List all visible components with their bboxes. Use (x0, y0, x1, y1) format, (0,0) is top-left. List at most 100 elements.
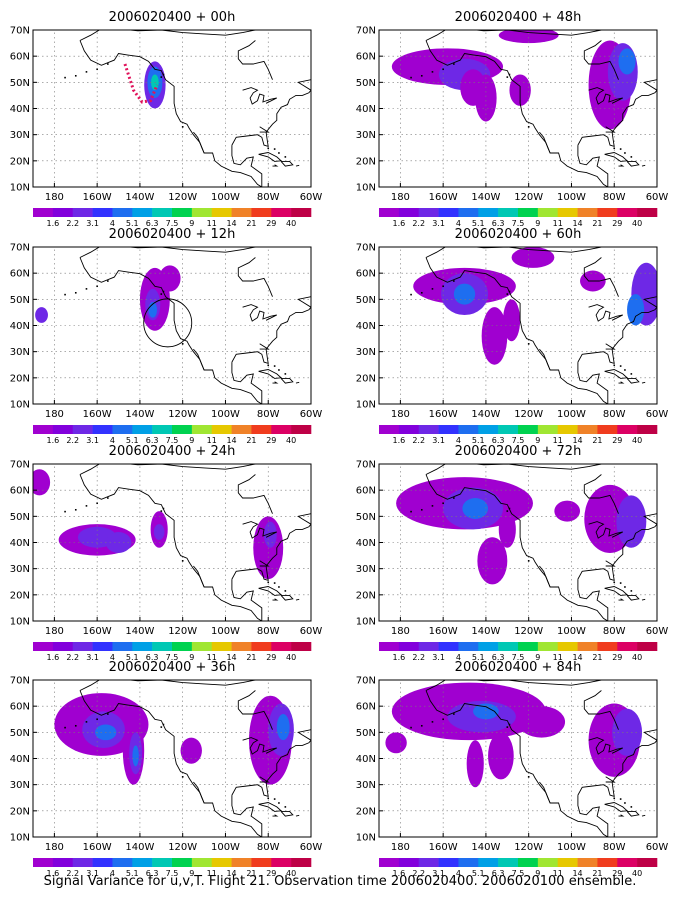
lon-tick-label: 80W (603, 842, 626, 853)
colorbar: 1.6 2.2 3.1 4 5.1 6.3 7.5 9 11 14 21 29 40 (33, 642, 312, 662)
colorbar-swatch (72, 208, 93, 217)
coastline (231, 795, 263, 837)
island (267, 147, 270, 150)
coastline (258, 802, 283, 812)
map-panel-1: 2006020400 + 48h 10N 20N 30N 40N 50N 60N 70N 180… (356, 10, 669, 228)
island (74, 724, 77, 727)
island (442, 68, 444, 71)
lat-tick-label: 50N (10, 512, 30, 523)
lat-tick-label: 20N (10, 590, 30, 601)
colorbar: 1.6 2.2 3.1 4 5.1 6.3 7.5 9 11 14 21 29 40 (379, 425, 658, 445)
colorbar-label: 2.2 (66, 869, 79, 878)
map-panel-3: 2006020400 + 60h 10N 20N 30N 40N 50N 60N 70N 180… (356, 227, 669, 445)
island (267, 797, 270, 800)
colorbar-swatch (132, 425, 153, 434)
island (85, 721, 88, 723)
map-panel-0: 2006020400 + 00h 10N 20N 30N 40N 50N 60N 70N 180… (10, 10, 323, 228)
colorbar-swatch (458, 858, 479, 867)
island (273, 798, 276, 800)
coastline (577, 513, 657, 582)
colorbar-swatch (379, 425, 400, 434)
variance-contour (276, 714, 290, 741)
lon-tick-label: 180 (45, 192, 64, 203)
colorbar-label: 7.5 (166, 653, 179, 662)
lat-tick-label: 60N (10, 702, 30, 713)
colorbar-swatch (398, 425, 420, 434)
lat-tick-label: 70N (10, 676, 30, 687)
colorbar-label: 40 (286, 219, 296, 228)
island (267, 364, 270, 367)
colorbar-label: 11 (553, 436, 563, 445)
lat-tick-label: 10N (356, 183, 376, 194)
colorbar-label: 1.6 (392, 436, 405, 445)
coastline (605, 776, 616, 783)
coastline (539, 781, 551, 804)
coastline (237, 40, 273, 80)
colorbar-swatch (231, 642, 252, 651)
lon-tick-label: 120W (168, 192, 197, 203)
variance-contour (385, 732, 407, 754)
coastline (272, 381, 279, 384)
lon-tick-label: 80W (257, 842, 280, 853)
colorbar-label: 11 (553, 869, 563, 878)
lon-tick-label: 140W (471, 842, 500, 853)
lon-tick-label: 60W (646, 192, 669, 203)
lon-tick-label: 180 (45, 842, 64, 853)
lat-tick-label: 20N (356, 373, 376, 384)
lon-tick-label: 100W (557, 409, 586, 420)
coastline (237, 474, 273, 514)
variance-contour (159, 265, 181, 292)
colorbar-swatch (478, 425, 499, 434)
lat-tick-label: 10N (10, 617, 30, 628)
colorbar-swatch (418, 858, 439, 867)
island (630, 373, 633, 375)
island (181, 126, 184, 128)
colorbar-label: 11 (207, 219, 217, 228)
colorbar-label: 7.5 (512, 869, 525, 878)
lon-tick-label: 120W (514, 192, 543, 203)
lat-tick-label: 20N (356, 806, 376, 817)
island (624, 802, 626, 804)
colorbar-label: 21 (246, 869, 256, 878)
lon-tick-label: 140W (125, 409, 154, 420)
lon-tick-label: 120W (168, 409, 197, 420)
coastline (425, 474, 609, 621)
lat-tick-label: 10N (10, 400, 30, 411)
island (96, 502, 98, 505)
lon-tick-label: 100W (211, 842, 240, 853)
colorbar-label: 6.3 (146, 653, 159, 662)
lat-tick-label: 60N (356, 486, 376, 497)
island (508, 290, 511, 293)
colorbar-swatch (291, 858, 312, 867)
coastline (588, 737, 624, 755)
coastline (193, 348, 205, 371)
lon-tick-label: 160W (429, 192, 458, 203)
colorbar: 1.6 2.2 3.1 4 5.1 6.3 7.5 9 11 14 21 29 40 (33, 858, 312, 878)
colorbar-label: 14 (572, 219, 582, 228)
colorbar-swatch (597, 208, 618, 217)
lat-tick-label: 40N (10, 538, 30, 549)
colorbar-swatch (478, 642, 499, 651)
colorbar-label: 5.1 (126, 436, 139, 445)
lon-tick-label: 140W (125, 842, 154, 853)
colorbar-swatch (418, 642, 439, 651)
island (284, 806, 287, 808)
coastline (231, 362, 263, 404)
island (613, 581, 616, 584)
variance-contour (35, 307, 48, 323)
coastline (237, 257, 273, 297)
lat-tick-label: 60N (10, 52, 30, 63)
lon-tick-label: 80W (603, 409, 626, 420)
lat-tick-label: 60N (10, 269, 30, 280)
coastline (425, 40, 609, 187)
island (619, 148, 622, 150)
colorbar-swatch (518, 642, 539, 651)
coastline (641, 598, 646, 601)
colorbar-label: 40 (286, 869, 296, 878)
colorbar-swatch (52, 642, 74, 651)
lon-tick-label: 80W (257, 192, 280, 203)
colorbar-label: 2.2 (412, 653, 425, 662)
coastline (242, 737, 278, 755)
coastline (577, 145, 609, 187)
